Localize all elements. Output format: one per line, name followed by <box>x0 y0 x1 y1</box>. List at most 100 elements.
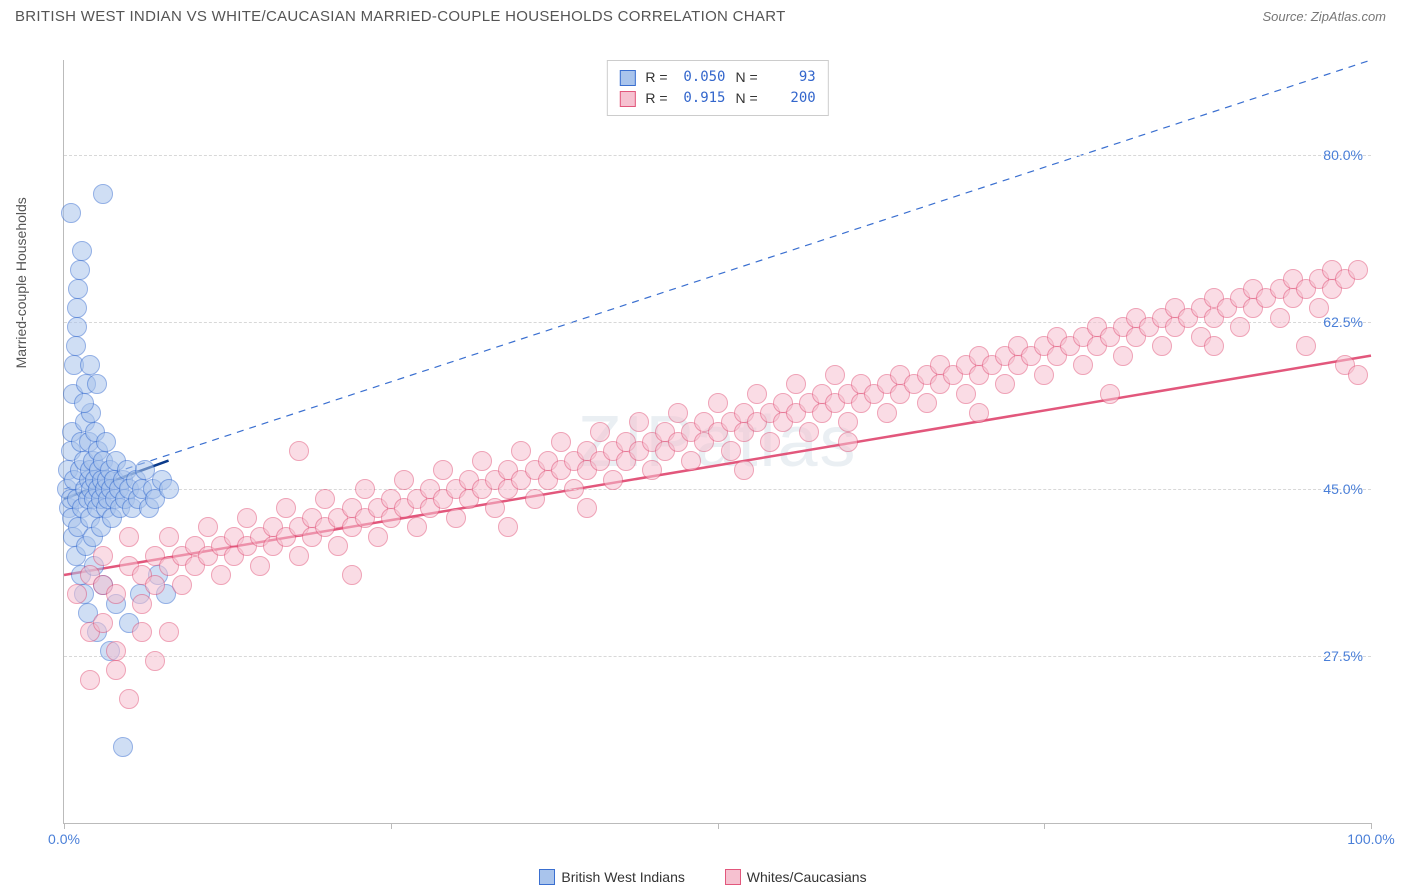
data-point-wc <box>838 412 858 432</box>
data-point-wc <box>525 489 545 509</box>
data-point-wc <box>355 479 375 499</box>
data-point-wc <box>590 422 610 442</box>
x-tick <box>1044 823 1045 829</box>
data-point-wc <box>328 536 348 556</box>
series-legend: British West Indians Whites/Caucasians <box>0 869 1406 888</box>
data-point-wc <box>1348 260 1368 280</box>
data-point-wc <box>1230 317 1250 337</box>
data-point-wc <box>106 641 126 661</box>
correlation-legend: R = 0.050 N = 93 R = 0.915 N = 200 <box>606 60 828 116</box>
data-point-wc <box>498 517 518 537</box>
x-tick <box>718 823 719 829</box>
data-point-wc <box>708 393 728 413</box>
swatch-bwi <box>539 869 555 885</box>
x-tick <box>1371 823 1372 829</box>
data-point-wc <box>1113 346 1133 366</box>
data-point-bwi <box>87 374 107 394</box>
legend-item-wc: Whites/Caucasians <box>725 869 867 885</box>
y-tick-label: 62.5% <box>1323 314 1363 330</box>
y-axis-label: Married-couple Households <box>13 197 29 368</box>
data-point-wc <box>119 527 139 547</box>
data-point-wc <box>289 441 309 461</box>
swatch-bwi <box>619 70 635 86</box>
data-point-wc <box>511 441 531 461</box>
legend-label-wc: Whites/Caucasians <box>747 869 867 885</box>
r-value-bwi: 0.050 <box>678 67 726 88</box>
gridline <box>64 155 1371 156</box>
data-point-wc <box>132 622 152 642</box>
data-point-bwi <box>67 317 87 337</box>
y-tick-label: 45.0% <box>1323 481 1363 497</box>
data-point-wc <box>93 546 113 566</box>
data-point-wc <box>786 374 806 394</box>
data-point-wc <box>485 498 505 518</box>
data-point-wc <box>106 584 126 604</box>
data-point-wc <box>67 584 87 604</box>
data-point-bwi <box>80 355 100 375</box>
data-point-wc <box>433 460 453 480</box>
chart-container: Married-couple Households ZIPatlas R = 0… <box>15 40 1391 852</box>
data-point-bwi <box>61 203 81 223</box>
data-point-wc <box>407 517 427 537</box>
data-point-wc <box>668 403 688 423</box>
data-point-wc <box>145 651 165 671</box>
data-point-wc <box>1034 365 1054 385</box>
data-point-wc <box>211 565 231 585</box>
r-label: R = <box>645 88 667 109</box>
data-point-wc <box>577 498 597 518</box>
data-point-wc <box>472 451 492 471</box>
r-value-wc: 0.915 <box>678 88 726 109</box>
data-point-wc <box>1348 365 1368 385</box>
data-point-bwi <box>93 184 113 204</box>
data-point-bwi <box>74 393 94 413</box>
data-point-wc <box>551 432 571 452</box>
data-point-bwi <box>68 279 88 299</box>
data-point-wc <box>1270 308 1290 328</box>
data-point-bwi <box>113 737 133 757</box>
data-point-wc <box>877 403 897 423</box>
data-point-wc <box>734 460 754 480</box>
x-tick-label: 0.0% <box>48 831 80 847</box>
y-tick-label: 80.0% <box>1323 147 1363 163</box>
gridline <box>64 489 1371 490</box>
data-point-wc <box>1309 298 1329 318</box>
data-point-wc <box>995 374 1015 394</box>
n-label: N = <box>736 67 758 88</box>
data-point-wc <box>1296 336 1316 356</box>
source-label: Source: ZipAtlas.com <box>1262 9 1386 24</box>
data-point-wc <box>342 565 362 585</box>
data-point-bwi <box>72 241 92 261</box>
data-point-wc <box>237 508 257 528</box>
data-point-wc <box>629 412 649 432</box>
data-point-wc <box>315 489 335 509</box>
data-point-wc <box>1204 336 1224 356</box>
n-value-bwi: 93 <box>768 67 816 88</box>
data-point-wc <box>747 384 767 404</box>
plot-area: ZIPatlas R = 0.050 N = 93 R = 0.915 N = … <box>63 60 1371 824</box>
legend-label-bwi: British West Indians <box>561 869 684 885</box>
data-point-wc <box>276 498 296 518</box>
data-point-wc <box>106 660 126 680</box>
data-point-wc <box>1100 384 1120 404</box>
y-tick-label: 27.5% <box>1323 648 1363 664</box>
data-point-wc <box>564 479 584 499</box>
swatch-wc <box>619 91 635 107</box>
data-point-wc <box>1152 336 1172 356</box>
data-point-wc <box>80 670 100 690</box>
data-point-wc <box>760 432 780 452</box>
data-point-wc <box>159 622 179 642</box>
data-point-wc <box>838 432 858 452</box>
legend-row-wc: R = 0.915 N = 200 <box>619 88 815 109</box>
data-point-bwi <box>66 336 86 356</box>
data-point-wc <box>799 422 819 442</box>
chart-title: BRITISH WEST INDIAN VS WHITE/CAUCASIAN M… <box>15 8 786 25</box>
data-point-bwi <box>67 298 87 318</box>
data-point-wc <box>289 546 309 566</box>
data-point-wc <box>132 594 152 614</box>
data-point-bwi <box>159 479 179 499</box>
data-point-bwi <box>70 260 90 280</box>
data-point-wc <box>368 527 388 547</box>
n-label: N = <box>736 88 758 109</box>
data-point-wc <box>969 403 989 423</box>
legend-row-bwi: R = 0.050 N = 93 <box>619 67 815 88</box>
